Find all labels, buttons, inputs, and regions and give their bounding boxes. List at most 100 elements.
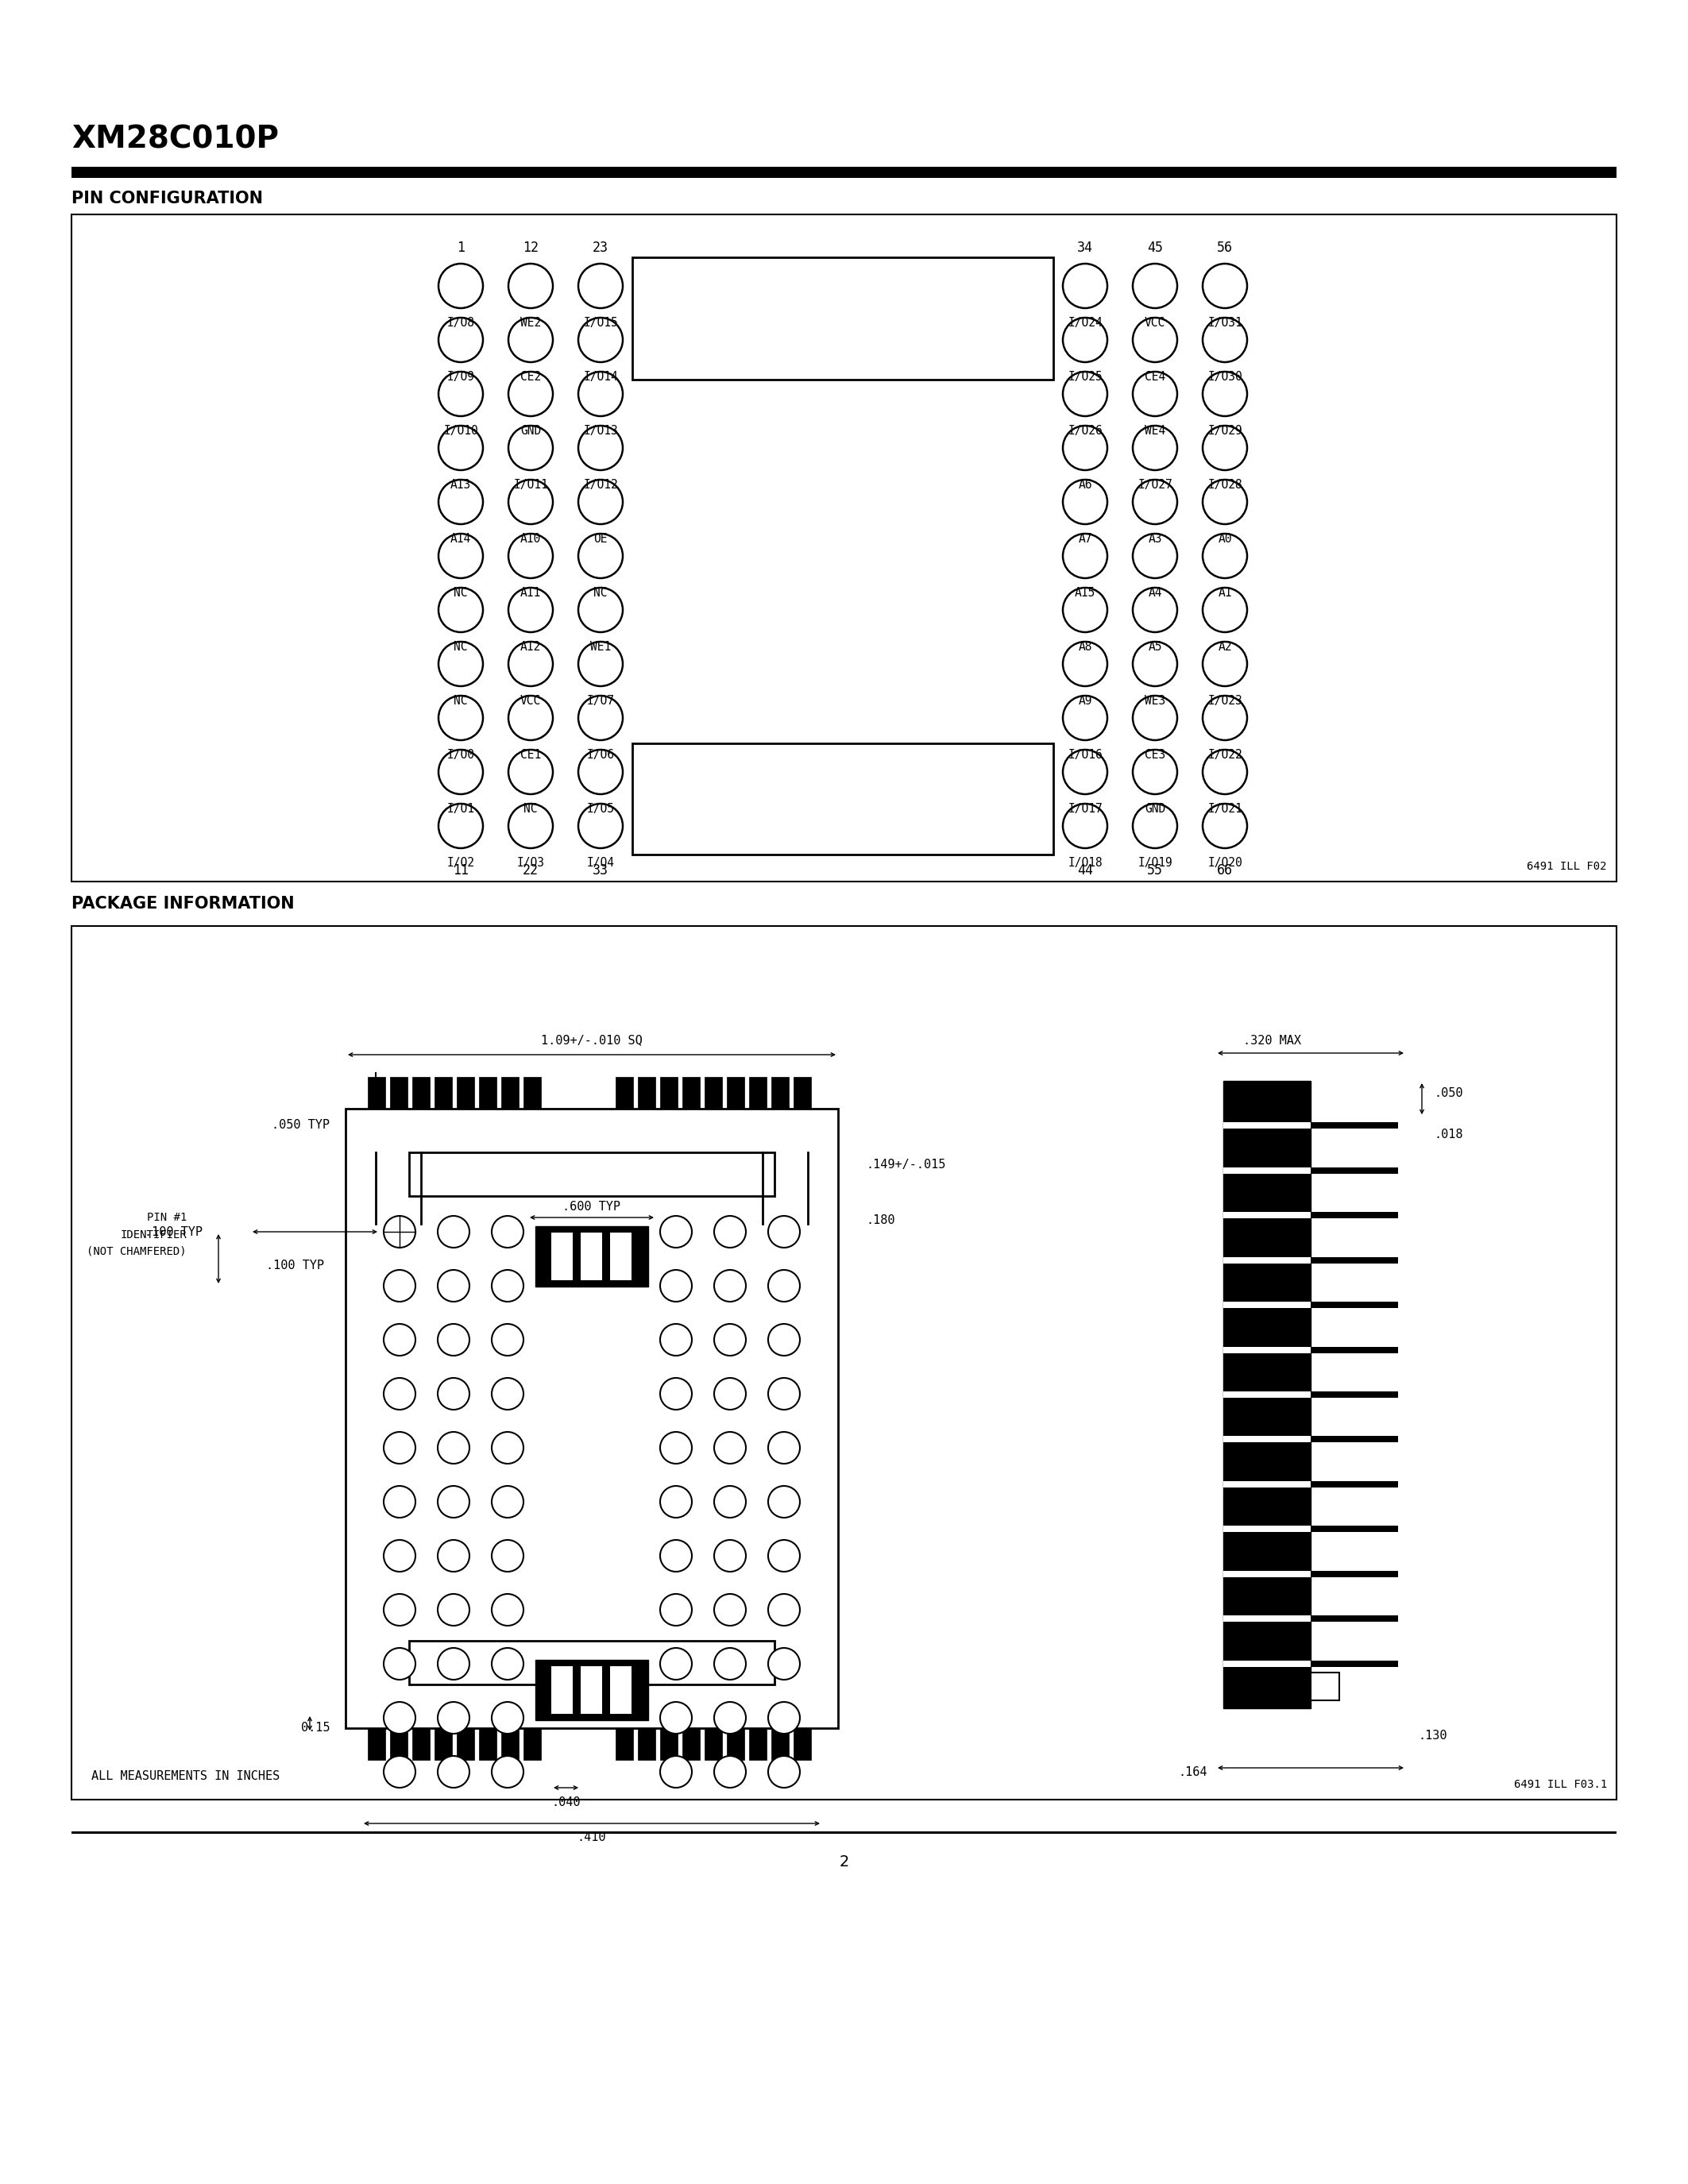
Circle shape xyxy=(439,264,483,308)
Circle shape xyxy=(383,1324,415,1356)
Text: I/O3: I/O3 xyxy=(517,856,545,869)
Circle shape xyxy=(768,1649,800,1679)
Bar xyxy=(1224,1302,1310,1308)
Circle shape xyxy=(437,1216,469,1247)
Circle shape xyxy=(1133,371,1177,417)
Circle shape xyxy=(1202,642,1247,686)
Text: WE3: WE3 xyxy=(1144,695,1165,708)
Text: CE3: CE3 xyxy=(1144,749,1165,760)
Circle shape xyxy=(579,749,623,795)
Text: I/O27: I/O27 xyxy=(1138,478,1173,491)
Circle shape xyxy=(1202,804,1247,847)
Circle shape xyxy=(579,317,623,363)
Text: .149+/-.015: .149+/-.015 xyxy=(866,1158,945,1171)
Circle shape xyxy=(714,1701,746,1734)
Bar xyxy=(501,1728,518,1760)
Circle shape xyxy=(660,1649,692,1679)
Circle shape xyxy=(1133,749,1177,795)
Circle shape xyxy=(383,1594,415,1625)
Text: .050 TYP: .050 TYP xyxy=(272,1118,329,1131)
Bar xyxy=(633,258,1053,380)
Circle shape xyxy=(1063,587,1107,631)
Text: ALL MEASUREMENTS IN INCHES: ALL MEASUREMENTS IN INCHES xyxy=(91,1771,280,1782)
Text: A2: A2 xyxy=(1219,640,1232,653)
Bar xyxy=(523,1728,540,1760)
Bar xyxy=(660,1728,677,1760)
Text: I/O1: I/O1 xyxy=(447,804,474,815)
Text: I/O11: I/O11 xyxy=(513,478,549,491)
Circle shape xyxy=(579,480,623,524)
Circle shape xyxy=(579,426,623,470)
Circle shape xyxy=(714,1216,746,1247)
Text: .164: .164 xyxy=(1178,1767,1207,1778)
Circle shape xyxy=(439,371,483,417)
Circle shape xyxy=(508,804,554,847)
Circle shape xyxy=(437,1649,469,1679)
Text: IDENTIFIER: IDENTIFIER xyxy=(120,1230,187,1241)
Bar xyxy=(616,1077,633,1109)
Circle shape xyxy=(714,1433,746,1463)
Circle shape xyxy=(768,1269,800,1302)
Bar xyxy=(390,1728,407,1760)
Circle shape xyxy=(579,533,623,579)
Circle shape xyxy=(1133,264,1177,308)
Circle shape xyxy=(768,1756,800,1789)
Text: .130: .130 xyxy=(1418,1730,1447,1743)
Text: I/O28: I/O28 xyxy=(1207,478,1242,491)
Circle shape xyxy=(660,1269,692,1302)
Bar xyxy=(434,1728,452,1760)
Circle shape xyxy=(437,1324,469,1356)
Text: 12: 12 xyxy=(523,240,538,256)
Circle shape xyxy=(579,697,623,740)
Text: I/O21: I/O21 xyxy=(1207,804,1242,815)
Circle shape xyxy=(437,1485,469,1518)
Bar xyxy=(71,214,1617,882)
Text: 11: 11 xyxy=(452,863,469,878)
Bar xyxy=(1310,1616,1398,1623)
Bar xyxy=(535,1225,648,1286)
Circle shape xyxy=(768,1216,800,1247)
Bar xyxy=(609,1666,631,1714)
Bar xyxy=(771,1728,788,1760)
Circle shape xyxy=(1133,426,1177,470)
Text: A3: A3 xyxy=(1148,533,1161,544)
Text: .040: .040 xyxy=(552,1795,581,1808)
Circle shape xyxy=(1202,533,1247,579)
Circle shape xyxy=(508,533,554,579)
Circle shape xyxy=(714,1485,746,1518)
Bar xyxy=(1224,1212,1310,1219)
Circle shape xyxy=(491,1378,523,1409)
Text: I/O17: I/O17 xyxy=(1069,804,1102,815)
Text: A12: A12 xyxy=(520,640,542,653)
Text: NC: NC xyxy=(454,640,468,653)
Circle shape xyxy=(491,1324,523,1356)
Bar xyxy=(581,1666,603,1714)
Text: WE1: WE1 xyxy=(591,640,611,653)
Bar xyxy=(457,1077,474,1109)
Text: I/O24: I/O24 xyxy=(1069,317,1102,330)
Circle shape xyxy=(768,1594,800,1625)
Circle shape xyxy=(1063,642,1107,686)
Text: (NOT CHAMFERED): (NOT CHAMFERED) xyxy=(86,1245,187,1256)
Bar xyxy=(412,1077,430,1109)
Circle shape xyxy=(714,1594,746,1625)
Text: A7: A7 xyxy=(1079,533,1092,544)
Circle shape xyxy=(439,642,483,686)
Bar xyxy=(434,1077,452,1109)
Bar xyxy=(1224,1258,1310,1262)
Circle shape xyxy=(508,371,554,417)
Text: .410: .410 xyxy=(577,1832,606,1843)
Bar xyxy=(501,1077,518,1109)
Text: I/O12: I/O12 xyxy=(582,478,618,491)
Circle shape xyxy=(579,371,623,417)
Text: A1: A1 xyxy=(1219,587,1232,598)
Text: I/O19: I/O19 xyxy=(1138,856,1173,869)
Circle shape xyxy=(508,749,554,795)
Bar xyxy=(638,1728,655,1760)
Circle shape xyxy=(439,697,483,740)
Circle shape xyxy=(491,1216,523,1247)
Bar xyxy=(71,166,1617,177)
Bar xyxy=(1224,1437,1310,1444)
Text: A9: A9 xyxy=(1079,695,1092,708)
Text: A6: A6 xyxy=(1079,478,1092,491)
